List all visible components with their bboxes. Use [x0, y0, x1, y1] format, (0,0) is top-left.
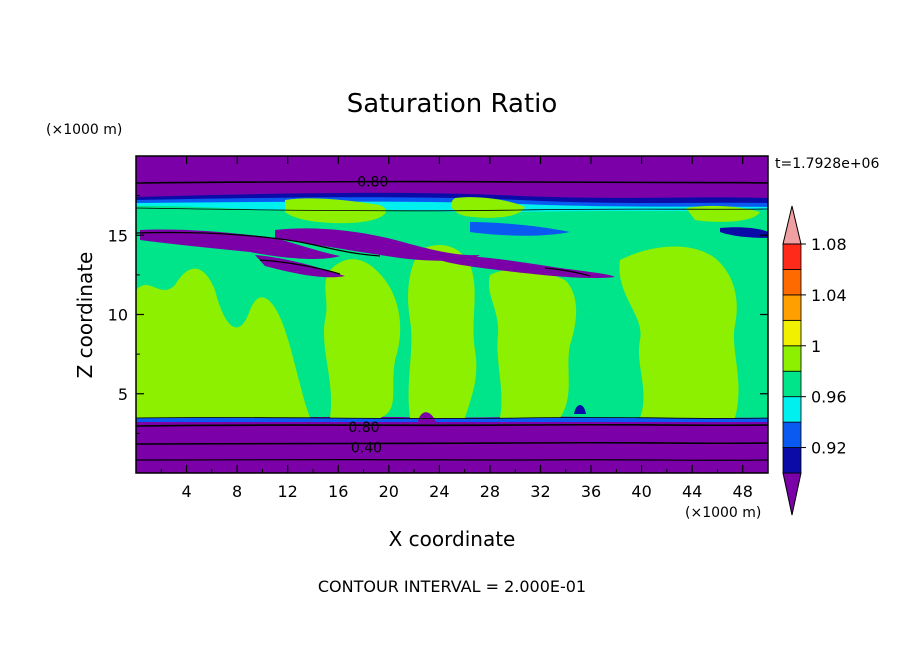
- layer-lower-dry: [136, 422, 768, 473]
- cloud-patch: [451, 197, 525, 218]
- contour-line: [544, 267, 591, 277]
- x-tick-label: 40: [631, 482, 651, 501]
- colorbar-segment: [782, 269, 802, 296]
- colorbar-label: 1.04: [811, 286, 847, 305]
- cloud-patch: [323, 259, 401, 418]
- cloud-patch: [408, 245, 477, 418]
- colorbar-segment: [782, 294, 802, 321]
- colorbar-under-arrow: [782, 472, 802, 516]
- x-tick-label: 24: [429, 482, 449, 501]
- x-axis-ticks: 4 8 12 16 20 24 28 32 36 40 44 48: [160, 156, 753, 501]
- colorbar-segment: [782, 243, 802, 270]
- y-tick-label: 15: [108, 226, 128, 245]
- x-tick-label: 28: [480, 482, 500, 501]
- colorbar-segment: [782, 396, 802, 423]
- dry-intrusion: [140, 229, 340, 259]
- contour-label: 0.80: [348, 420, 379, 436]
- contour-label: 0.80: [357, 174, 388, 190]
- colorbar-segment: [782, 370, 802, 398]
- x-unit-label: (×1000 m): [685, 505, 761, 521]
- colorbar-label: 1.08: [811, 235, 847, 254]
- x-axis-label: X coordinate: [389, 527, 516, 551]
- colorbar: 0.92 0.96 1 1.04 1.08: [782, 205, 847, 516]
- dry-intrusion: [255, 255, 345, 278]
- dry-intrusion: [470, 222, 570, 236]
- colorbar-segment: [782, 447, 802, 474]
- contour-line: [136, 207, 768, 212]
- y-axis-ticks: 5 10 15: [108, 195, 768, 434]
- x-tick-label: 48: [733, 482, 753, 501]
- x-tick-label: 4: [181, 482, 191, 501]
- contour-field: [136, 156, 768, 473]
- contour-line: [136, 441, 768, 445]
- colorbar-label: 1: [811, 337, 821, 356]
- x-tick-label: 20: [379, 482, 399, 501]
- dry-intrusion: [720, 227, 768, 238]
- colorbar-over-arrow: [782, 205, 802, 245]
- x-tick-label: 12: [278, 482, 298, 501]
- colorbar-label: 0.92: [811, 439, 847, 458]
- y-axis-label: Z coordinate: [73, 252, 97, 379]
- y-tick-label: 5: [118, 385, 128, 404]
- contour-label: 0.40: [351, 441, 382, 457]
- x-tick-label: 36: [581, 482, 601, 501]
- contour-labels: 0.80 0.80 0.40: [348, 174, 388, 457]
- contour-line: [136, 180, 768, 184]
- contour-line: [136, 423, 768, 427]
- y-unit-label: (×1000 m): [46, 122, 122, 138]
- dry-intrusion: [440, 255, 615, 279]
- chart-title: Saturation Ratio: [347, 89, 558, 119]
- x-tick-label: 8: [232, 482, 242, 501]
- x-tick-label: 44: [682, 482, 702, 501]
- cloud-patch: [686, 205, 760, 222]
- dry-bump: [418, 412, 436, 422]
- cloud-patch: [488, 268, 577, 418]
- cloud-patch: [138, 356, 190, 418]
- dry-intrusion: [275, 228, 480, 261]
- dry-bump: [574, 405, 586, 414]
- x-tick-label: 16: [328, 482, 348, 501]
- colorbar-segment: [782, 345, 802, 372]
- contour-line: [136, 417, 768, 419]
- y-tick-label: 10: [108, 306, 128, 325]
- colorbar-label: 0.96: [811, 388, 847, 407]
- contour-line: [259, 259, 341, 275]
- contour-line: [136, 231, 381, 257]
- colorbar-segment: [782, 421, 802, 448]
- cloud-patch: [619, 246, 739, 418]
- x-tick-label: 32: [530, 482, 550, 501]
- contour-interval-note: CONTOUR INTERVAL = 2.000E-01: [318, 577, 586, 596]
- colorbar-segment: [782, 319, 802, 347]
- contour-line: [136, 458, 768, 461]
- time-label: t=1.7928e+06: [775, 156, 879, 172]
